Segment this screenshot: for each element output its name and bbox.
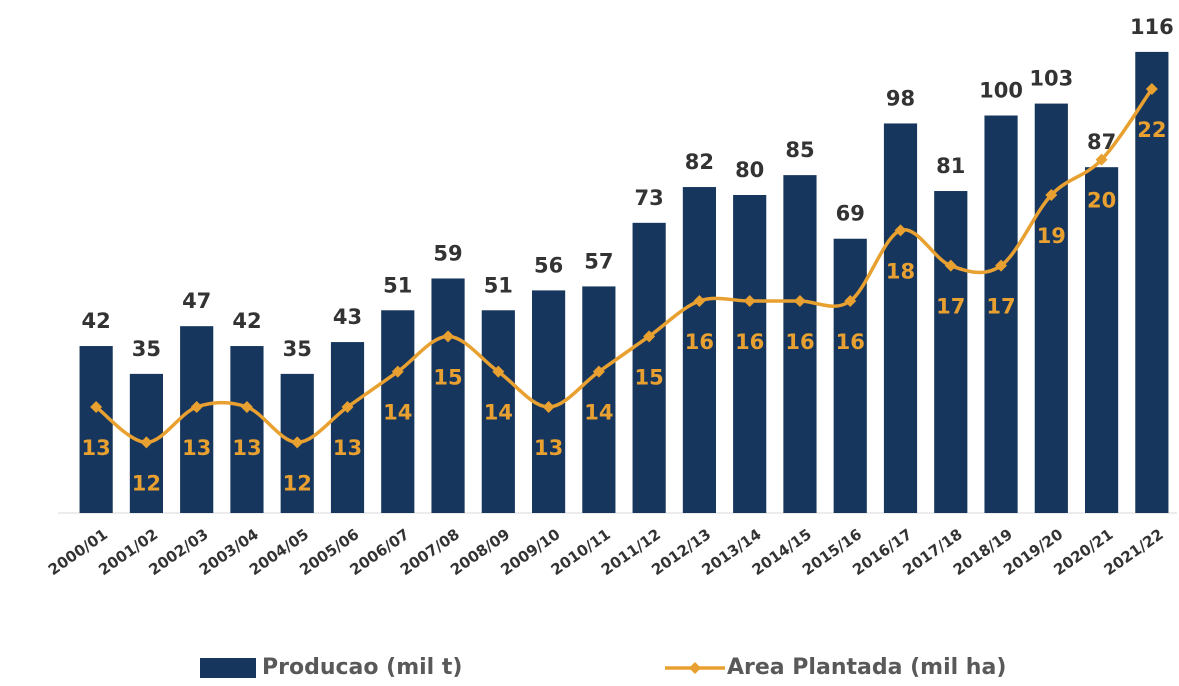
line-value-label: 13 [232, 436, 261, 460]
legend-marker [689, 662, 701, 674]
bar [934, 191, 968, 513]
bar-value-label: 42 [82, 309, 111, 333]
line-value-label: 13 [333, 436, 362, 460]
line-marker [793, 295, 806, 307]
line-marker [894, 224, 907, 237]
bar-value-label: 35 [132, 337, 161, 361]
line-value-label: 18 [886, 259, 915, 283]
legend-label: Area Plantada (mil ha) [727, 655, 1006, 680]
line-marker [995, 259, 1008, 272]
line-marker [1045, 189, 1058, 201]
bar-value-label: 116 [1130, 15, 1174, 39]
bar [733, 195, 767, 513]
line-value-label: 14 [484, 401, 513, 425]
bar-value-label: 73 [635, 186, 664, 210]
bar [582, 286, 616, 513]
line-value-label: 15 [635, 365, 664, 389]
bar [1135, 51, 1169, 514]
bar [984, 115, 1018, 513]
bar [883, 123, 918, 513]
bar-value-label: 103 [1029, 67, 1073, 91]
line-marker [844, 295, 857, 307]
bar-value-label: 51 [383, 273, 412, 297]
bar [682, 187, 716, 514]
line-value-label: 14 [584, 401, 613, 425]
bar [180, 326, 214, 513]
bar [632, 222, 666, 513]
line-value-label: 22 [1137, 118, 1166, 142]
bar [833, 238, 867, 513]
line-value-label: 17 [936, 295, 965, 319]
bar [1034, 103, 1068, 513]
line-marker [542, 401, 555, 413]
bar-value-label: 47 [182, 289, 211, 313]
bar-value-label: 98 [886, 86, 915, 110]
line-marker [391, 365, 404, 378]
bar [381, 310, 415, 513]
line-marker [643, 330, 656, 343]
bar [79, 346, 113, 513]
bar-value-label: 57 [584, 249, 613, 273]
line-value-label: 14 [383, 401, 412, 425]
line-marker [90, 401, 103, 413]
line-value-label: 16 [685, 330, 714, 354]
line-marker [291, 436, 304, 449]
line-value-label: 15 [433, 365, 462, 389]
bar-value-label: 100 [979, 79, 1023, 103]
legend-swatch [200, 658, 256, 678]
line [95, 87, 1154, 445]
line-marker [1145, 83, 1158, 95]
bar [481, 310, 515, 513]
line-marker [1095, 153, 1108, 166]
line-marker [944, 259, 957, 272]
bar-value-label: 51 [484, 273, 513, 297]
line-value-label: 16 [836, 330, 865, 354]
bar-value-label: 35 [283, 337, 312, 361]
line-marker [592, 365, 605, 378]
bar-value-label: 85 [785, 138, 814, 162]
line-marker [240, 401, 253, 413]
bar-value-label: 56 [534, 253, 563, 277]
line-value-label: 12 [132, 471, 161, 495]
line-value-label: 16 [735, 330, 764, 354]
bar [230, 346, 264, 513]
bar [431, 278, 465, 513]
line-marker [140, 436, 153, 449]
bar [330, 342, 365, 513]
line-value-label: 17 [986, 295, 1015, 319]
bar-value-label: 80 [735, 158, 764, 182]
line-value-label: 13 [182, 436, 211, 460]
line-value-label: 13 [534, 436, 563, 460]
line-marker [341, 401, 354, 413]
line-value-label: 16 [785, 330, 814, 354]
line-value-label: 13 [82, 436, 111, 460]
line-marker [693, 295, 706, 307]
line-marker [743, 295, 756, 307]
line-value-label: 20 [1087, 189, 1116, 213]
line-value-label: 12 [283, 471, 312, 495]
legend-label: Producao (mil t) [262, 655, 462, 680]
bar-value-label: 81 [936, 154, 965, 178]
line-marker [190, 401, 203, 413]
bar-value-label: 59 [433, 241, 462, 265]
bar-value-label: 42 [232, 309, 261, 333]
bar-value-label: 69 [836, 202, 865, 226]
line-marker [492, 365, 505, 378]
bar [783, 175, 817, 513]
bar-value-label: 43 [333, 305, 362, 329]
bar-value-label: 87 [1087, 130, 1116, 154]
line-value-label: 19 [1037, 224, 1066, 248]
bar [1085, 167, 1119, 514]
line-marker [442, 330, 455, 343]
bar-value-label: 82 [685, 150, 714, 174]
